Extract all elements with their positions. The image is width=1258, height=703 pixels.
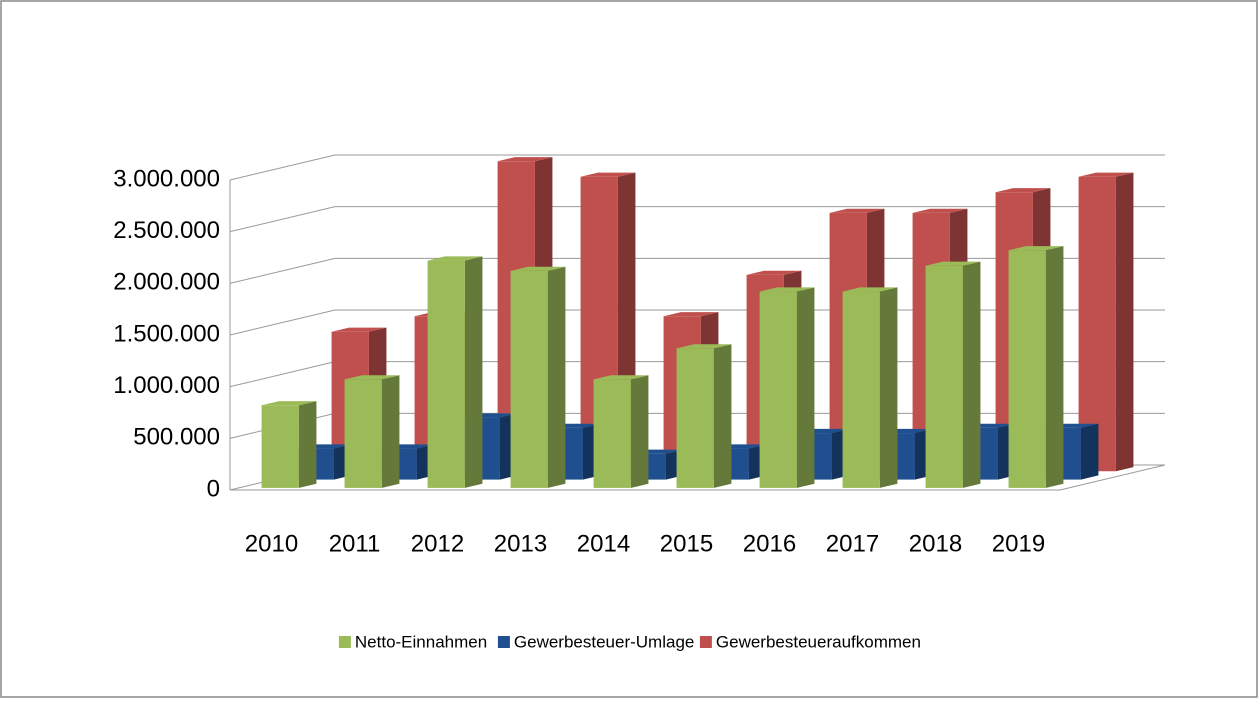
- y-tick-label: 0: [207, 475, 220, 502]
- bar-top: [580, 172, 636, 177]
- bar-side: [464, 256, 483, 488]
- bar: [925, 261, 981, 488]
- bar-side: [381, 375, 400, 488]
- bar-top: [510, 266, 566, 271]
- bar-top: [497, 157, 553, 162]
- bar-front: [1078, 176, 1116, 472]
- bar-top: [676, 344, 732, 349]
- legend-swatch: [338, 636, 351, 648]
- bar-top: [261, 401, 317, 406]
- bar: [344, 375, 400, 488]
- bar-top: [663, 312, 719, 317]
- legend-label: Netto-Einnahmen: [355, 632, 487, 651]
- bar-side: [547, 266, 566, 488]
- legend-label: Gewerbesteueraufkommen: [716, 632, 921, 651]
- bar-side: [713, 344, 732, 488]
- bar-top: [995, 188, 1051, 193]
- bar-side: [1115, 172, 1134, 472]
- y-tick-label: 3.000.000: [113, 165, 220, 192]
- bar-side: [1080, 423, 1099, 480]
- bar-top: [344, 375, 400, 380]
- x-tick-label: 2019: [992, 530, 1045, 557]
- y-tick-label: 2.500.000: [113, 217, 220, 244]
- bar-top: [842, 287, 898, 292]
- bar: [759, 287, 815, 488]
- bar-side: [1045, 246, 1064, 488]
- bar: [1008, 246, 1064, 488]
- x-tick-label: 2018: [909, 530, 962, 557]
- y-tick-label: 1.000.000: [113, 372, 220, 399]
- bar-front: [759, 291, 797, 488]
- bar-side: [796, 287, 815, 488]
- bar: [510, 266, 566, 488]
- bar-front: [1008, 250, 1046, 488]
- floor-line: [230, 464, 1166, 491]
- x-tick-label: 2014: [577, 530, 630, 557]
- bar: [676, 344, 732, 488]
- bar-side: [879, 287, 898, 488]
- bar-front: [344, 379, 382, 488]
- grid-line: [229, 154, 1165, 181]
- bar-top: [759, 287, 815, 292]
- bar-front: [261, 405, 299, 488]
- bar-top: [912, 208, 968, 213]
- bar-side: [962, 261, 981, 488]
- bar-front: [676, 348, 714, 488]
- bar: [842, 287, 898, 488]
- bar: [261, 401, 317, 488]
- grid-line: [229, 257, 1165, 284]
- grid-line: [229, 206, 1165, 233]
- x-tick-label: 2016: [743, 530, 796, 557]
- x-tick-label: 2010: [245, 530, 298, 557]
- y-tick-label: 1.500.000: [113, 320, 220, 347]
- bar-top: [746, 270, 802, 275]
- bar-top: [829, 208, 885, 213]
- bar: [593, 375, 649, 488]
- bar-side: [630, 375, 649, 488]
- bar: [1078, 172, 1134, 472]
- x-tick-label: 2013: [494, 530, 547, 557]
- bar-top: [593, 375, 649, 380]
- legend-swatch: [497, 636, 510, 648]
- bar-side: [298, 401, 317, 488]
- bar-front: [427, 260, 465, 488]
- bar-front: [593, 379, 631, 488]
- y-tick-label: 500.000: [133, 424, 220, 451]
- bar-top: [331, 327, 387, 332]
- legend-swatch: [699, 636, 712, 648]
- bar-top: [427, 256, 483, 261]
- bar-front: [510, 270, 548, 488]
- bar: [427, 256, 483, 488]
- bar-front: [842, 291, 880, 488]
- bar-top: [925, 261, 981, 266]
- bar-top: [1078, 172, 1134, 177]
- x-tick-label: 2015: [660, 530, 713, 557]
- x-tick-label: 2012: [411, 530, 464, 557]
- y-tick-label: 2.000.000: [113, 269, 220, 296]
- bar-top: [1008, 246, 1064, 251]
- legend-label: Gewerbesteuer-Umlage: [514, 632, 694, 651]
- x-tick-label: 2017: [826, 530, 879, 557]
- bar-front: [925, 265, 963, 488]
- x-tick-label: 2011: [329, 530, 381, 557]
